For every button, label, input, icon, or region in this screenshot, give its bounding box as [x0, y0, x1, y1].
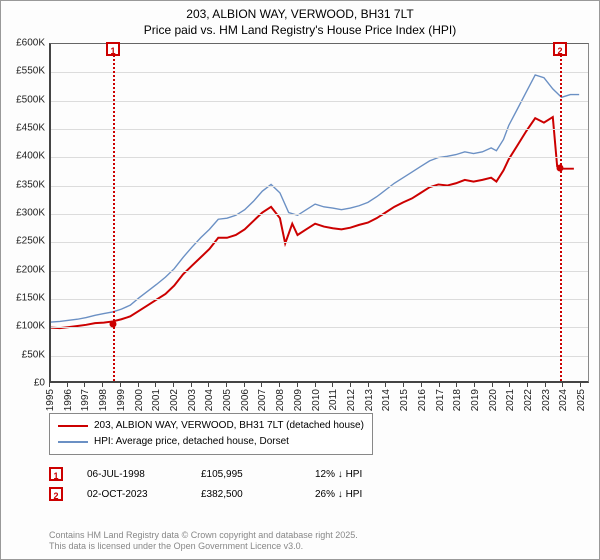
x-tick-label: 2002 [169, 389, 180, 411]
event-date: 02-OCT-2023 [87, 489, 177, 500]
y-tick-label: £250K [1, 236, 45, 247]
x-tick-label: 2014 [381, 389, 392, 411]
y-tick-label: £500K [1, 94, 45, 105]
x-tick-label: 2008 [275, 389, 286, 411]
y-tick-label: £350K [1, 179, 45, 190]
event-marker: 2 [553, 42, 567, 56]
series-price_paid [51, 117, 574, 328]
x-tick-label: 2001 [151, 389, 162, 411]
legend-label: 203, ALBION WAY, VERWOOD, BH31 7LT (deta… [94, 418, 364, 434]
y-tick-label: £550K [1, 66, 45, 77]
x-tick-label: 2022 [523, 389, 534, 411]
x-tick-label: 2000 [134, 389, 145, 411]
attribution-line2: This data is licensed under the Open Gov… [49, 541, 591, 553]
event-dot [109, 320, 116, 327]
title-address: 203, ALBION WAY, VERWOOD, BH31 7LT [1, 7, 599, 23]
event-price: £382,500 [201, 489, 291, 500]
event-dot [557, 164, 564, 171]
x-tick-label: 2017 [435, 389, 446, 411]
x-tick-label: 2018 [452, 389, 463, 411]
attribution-line1: Contains HM Land Registry data © Crown c… [49, 530, 591, 542]
x-tick-label: 2010 [311, 389, 322, 411]
x-tick-label: 2012 [346, 389, 357, 411]
x-tick-label: 2019 [470, 389, 481, 411]
title-subtitle: Price paid vs. HM Land Registry's House … [1, 23, 599, 39]
event-delta: 12% ↓ HPI [315, 469, 405, 480]
attribution: Contains HM Land Registry data © Crown c… [49, 530, 591, 553]
y-tick-label: £400K [1, 151, 45, 162]
legend-swatch [58, 441, 88, 443]
legend-item: HPI: Average price, detached house, Dors… [58, 434, 364, 450]
legend-item: 203, ALBION WAY, VERWOOD, BH31 7LT (deta… [58, 418, 364, 434]
series-svg [51, 44, 588, 381]
x-tick-label: 1996 [63, 389, 74, 411]
y-tick-label: £200K [1, 264, 45, 275]
event-row: 1 06-JUL-1998 £105,995 12% ↓ HPI [49, 467, 587, 481]
x-tick-label: 2021 [505, 389, 516, 411]
x-tick-label: 1997 [80, 389, 91, 411]
event-delta: 26% ↓ HPI [315, 489, 405, 500]
events-table: 1 06-JUL-1998 £105,995 12% ↓ HPI 2 02-OCT-202… [49, 461, 587, 507]
y-tick-label: £0 [1, 378, 45, 389]
y-tick-label: £150K [1, 293, 45, 304]
event-vline [560, 44, 562, 381]
x-tick-label: 2016 [417, 389, 428, 411]
chart-title: 203, ALBION WAY, VERWOOD, BH31 7LT Price… [1, 1, 599, 38]
event-row: 2 02-OCT-2023 £382,500 26% ↓ HPI [49, 487, 587, 501]
event-row-marker: 2 [49, 487, 63, 501]
x-tick-label: 2015 [399, 389, 410, 411]
event-vline [113, 44, 115, 381]
legend-swatch [58, 425, 88, 427]
x-tick-label: 1995 [45, 389, 56, 411]
x-tick-label: 2006 [240, 389, 251, 411]
x-tick-label: 2005 [222, 389, 233, 411]
x-tick-label: 1999 [116, 389, 127, 411]
plot-area: 12 [49, 43, 589, 383]
x-tick-label: 2013 [364, 389, 375, 411]
x-tick-label: 2023 [541, 389, 552, 411]
legend-label: HPI: Average price, detached house, Dors… [94, 434, 289, 450]
legend: 203, ALBION WAY, VERWOOD, BH31 7LT (deta… [49, 413, 373, 455]
event-price: £105,995 [201, 469, 291, 480]
x-tick-label: 2009 [293, 389, 304, 411]
x-tick-label: 2020 [488, 389, 499, 411]
y-tick-label: £300K [1, 208, 45, 219]
x-tick-label: 2004 [204, 389, 215, 411]
event-marker: 1 [106, 42, 120, 56]
x-tick-label: 2011 [328, 389, 339, 411]
x-tick-label: 2025 [576, 389, 587, 411]
x-tick-label: 1998 [98, 389, 109, 411]
y-tick-label: £450K [1, 123, 45, 134]
x-tick-label: 2003 [187, 389, 198, 411]
y-tick-label: £50K [1, 349, 45, 360]
event-date: 06-JUL-1998 [87, 469, 177, 480]
y-tick-label: £100K [1, 321, 45, 332]
y-tick-label: £600K [1, 38, 45, 49]
chart-container: 203, ALBION WAY, VERWOOD, BH31 7LT Price… [0, 0, 600, 560]
x-tick-label: 2007 [257, 389, 268, 411]
event-row-marker: 1 [49, 467, 63, 481]
series-hpi [51, 75, 579, 322]
x-tick-label: 2024 [558, 389, 569, 411]
